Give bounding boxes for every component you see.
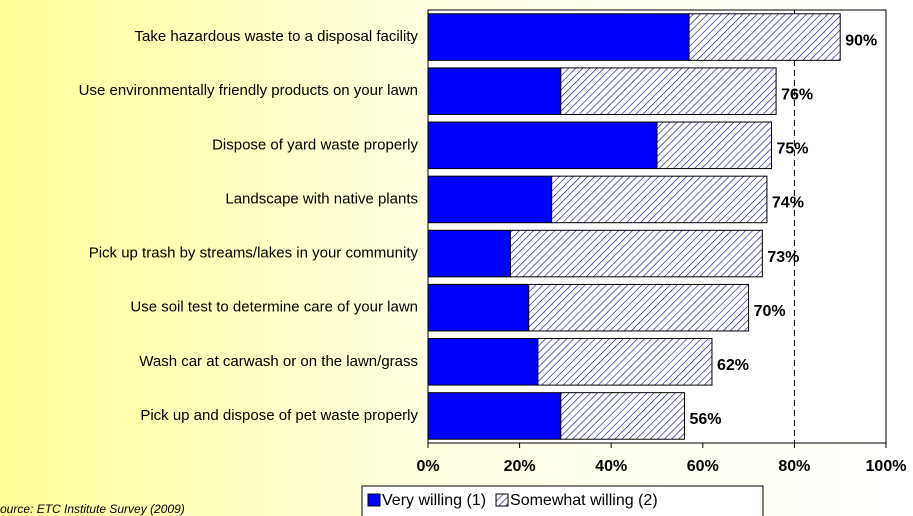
total-label: 56% — [689, 411, 721, 428]
category-label: Pick up and dispose of pet waste properl… — [140, 407, 418, 424]
legend-box — [361, 485, 764, 516]
category-label: Take hazardous waste to a disposal facil… — [135, 28, 419, 45]
category-label: Wash car at carwash or on the lawn/grass — [139, 353, 418, 370]
bar-segment — [427, 283, 530, 332]
category-label: Dispose of yard waste properly — [212, 136, 418, 153]
bar-segment — [427, 67, 562, 115]
legend-label: Somewhat willing (2) — [510, 492, 658, 509]
bar-segment — [427, 392, 562, 440]
bar-segment — [688, 13, 841, 61]
bar-segment — [427, 121, 658, 170]
total-label: 73% — [767, 249, 799, 266]
source-note: Source: ETC Institute Survey (2009) — [0, 502, 185, 516]
bar-segment — [427, 338, 539, 386]
x-tick-label: 20% — [504, 458, 536, 475]
bar-segment — [656, 121, 772, 170]
category-label: Use environmentally friendly products on… — [79, 82, 418, 99]
bar-segment — [528, 283, 750, 332]
bar-segment — [560, 392, 685, 440]
total-label: 74% — [772, 195, 804, 212]
legend-swatch — [367, 493, 381, 507]
category-label: Use soil test to determine care of your … — [130, 299, 418, 316]
bar-segment — [537, 338, 713, 386]
total-label: 76% — [781, 86, 813, 103]
x-tick-label: 80% — [778, 458, 810, 475]
bar-segment — [560, 67, 777, 115]
total-label: 62% — [717, 357, 749, 374]
x-tick-label: 40% — [595, 458, 627, 475]
x-tick-label: 100% — [866, 458, 907, 475]
bar-segment — [427, 175, 553, 224]
total-label: 70% — [754, 303, 786, 320]
legend: Very willing (1) Somewhat willing (2) — [361, 485, 764, 516]
bar-segment — [427, 13, 690, 61]
x-tick-label: 0% — [416, 458, 439, 475]
total-label: 90% — [845, 32, 877, 49]
x-tick-label: 60% — [687, 458, 719, 475]
category-label: Landscape with native plants — [225, 190, 418, 207]
legend-label: Very willing (1) — [382, 492, 486, 509]
bar-segment — [509, 229, 763, 278]
category-label: Pick up trash by streams/lakes in your c… — [89, 245, 419, 262]
total-label: 75% — [777, 141, 809, 158]
legend-swatch — [495, 493, 509, 507]
bar-segment — [427, 229, 511, 278]
bar-segment — [551, 175, 768, 224]
